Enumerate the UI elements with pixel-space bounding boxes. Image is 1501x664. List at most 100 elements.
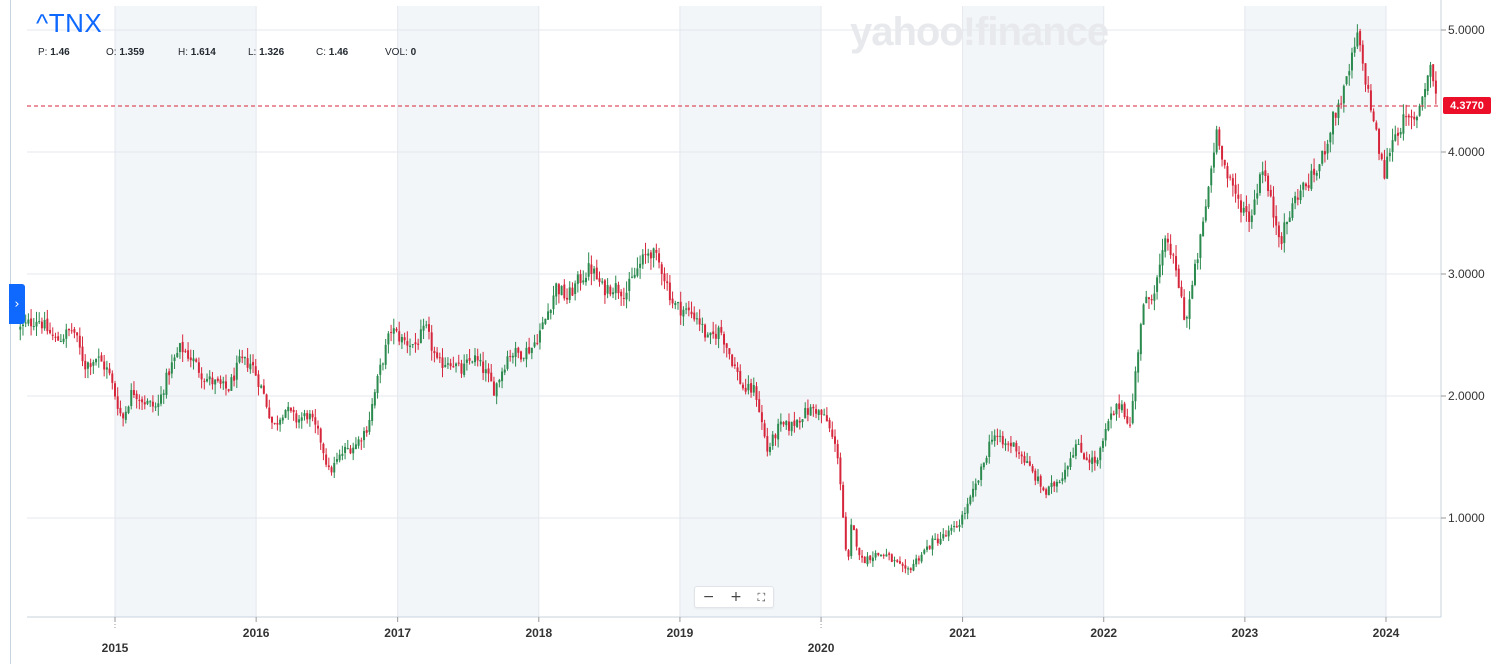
candle-body <box>1123 403 1126 418</box>
candle-body <box>1280 236 1283 244</box>
candle-body <box>463 363 466 375</box>
candle-body <box>725 343 728 348</box>
candle-body <box>465 359 468 363</box>
candle-body <box>1034 470 1037 481</box>
candle-body <box>1158 264 1161 278</box>
candle-body <box>1207 186 1210 208</box>
candle-body <box>433 351 436 354</box>
fullscreen-icon[interactable]: ⛶ <box>757 590 766 604</box>
candle-body <box>241 356 244 359</box>
candle-body <box>1261 171 1264 176</box>
candle-body <box>132 390 135 395</box>
candle-body <box>752 385 755 393</box>
candle-body <box>19 326 22 330</box>
candle-body <box>1288 217 1291 222</box>
candle-body <box>490 372 493 382</box>
candle-body <box>1275 216 1278 226</box>
candle-body <box>1342 85 1345 104</box>
candle-body <box>119 407 122 414</box>
candle-body <box>349 448 352 454</box>
candle-body <box>693 312 696 320</box>
candle-body <box>939 538 942 544</box>
candle-body <box>823 414 826 416</box>
candle-body <box>988 441 991 458</box>
candle-body <box>254 366 257 376</box>
expand-sidebar-button[interactable]: › <box>9 284 25 324</box>
candle-body <box>270 416 273 423</box>
candle-body <box>1326 143 1329 154</box>
candle-body <box>944 535 947 537</box>
candle-body <box>170 362 173 374</box>
candle-body <box>923 549 926 554</box>
candle-body <box>861 555 864 558</box>
candle-body <box>869 555 872 561</box>
candle-body <box>528 347 531 354</box>
x-tick-label: 2024 <box>1373 626 1400 640</box>
candle-body <box>173 357 176 362</box>
candle-body <box>1042 487 1045 491</box>
candle-body <box>1215 129 1218 153</box>
candle-body <box>1212 152 1215 168</box>
candle-body <box>30 318 33 327</box>
candle-body <box>365 430 368 433</box>
zoom-in-button[interactable]: + <box>730 589 742 605</box>
candle-body <box>972 488 975 498</box>
candle-body <box>24 322 27 324</box>
candle-body <box>38 321 41 323</box>
candle-body <box>538 330 541 343</box>
candle-body <box>1286 221 1289 225</box>
candle-body <box>736 367 739 372</box>
candle-body <box>579 274 582 284</box>
candle-body <box>566 297 569 300</box>
candle-body <box>977 480 980 483</box>
candle-body <box>893 560 896 562</box>
x-tick-label: 2021 <box>949 626 976 640</box>
candle-body <box>852 525 855 530</box>
candle-body <box>208 376 211 380</box>
candle-body <box>1250 215 1253 223</box>
candle-body <box>95 358 98 363</box>
candle-body <box>712 331 715 335</box>
candle-body <box>706 334 709 338</box>
candle-body <box>774 434 777 439</box>
zoom-out-button[interactable]: − <box>702 589 715 605</box>
candle-body <box>1115 403 1118 415</box>
candle-body <box>679 301 682 316</box>
candle-body <box>227 389 230 391</box>
candle-body <box>262 385 265 394</box>
candle-body <box>392 328 395 334</box>
candle-body <box>65 329 68 339</box>
candle-body <box>430 332 433 351</box>
candle-body <box>850 524 853 557</box>
candle-body <box>1386 156 1389 179</box>
candle-body <box>1204 206 1207 221</box>
candle-body <box>100 355 103 362</box>
candle-body <box>89 363 92 367</box>
candle-body <box>76 332 79 336</box>
candle-body <box>403 337 406 341</box>
candle-body <box>105 367 108 370</box>
candle-body <box>1277 225 1280 238</box>
candle-body <box>525 347 528 360</box>
candle-body <box>704 324 707 338</box>
candle-body <box>1031 466 1034 472</box>
candle-body <box>896 560 899 562</box>
watermark-logo: yahoo!finance <box>850 10 1109 54</box>
candle-body <box>1364 63 1367 85</box>
candle-body <box>306 413 309 420</box>
candle-body <box>955 526 958 528</box>
candle-body <box>622 297 625 299</box>
y-tick-label: 3.0000 <box>1448 267 1485 281</box>
candle-body <box>1126 416 1129 424</box>
candle-body <box>43 320 46 329</box>
candle-body <box>1239 200 1242 213</box>
candle-body <box>1294 196 1297 204</box>
candle-body <box>514 348 517 357</box>
candle-body <box>1150 299 1153 301</box>
candle-body <box>1388 152 1391 157</box>
candle-body <box>647 253 650 256</box>
candle-body <box>265 394 268 407</box>
candle-body <box>655 249 658 253</box>
